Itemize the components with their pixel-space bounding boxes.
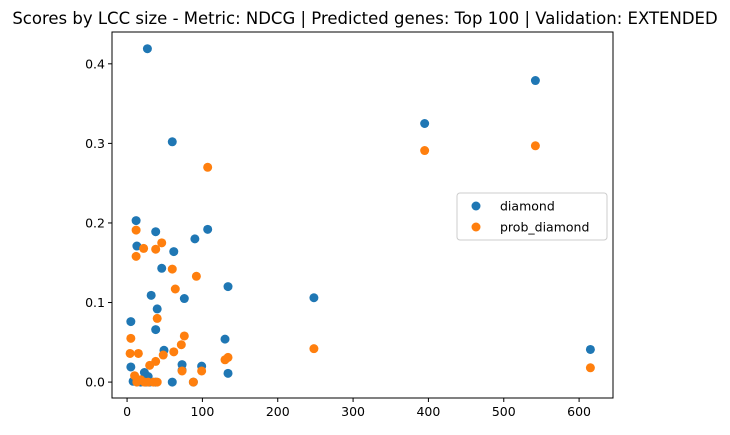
data-point: [152, 377, 162, 387]
data-point: [131, 251, 141, 261]
y-axis: 0.0 0.1 0.2 0.3 0.4: [85, 56, 112, 390]
data-point: [142, 44, 152, 54]
data-point: [203, 224, 213, 234]
plot-area-frame: [111, 31, 614, 399]
series-prob-diamond: [125, 141, 595, 387]
data-point: [530, 76, 540, 86]
legend: diamond prob_diamond: [456, 192, 608, 241]
legend-label: prob_diamond: [500, 220, 589, 235]
data-point: [151, 325, 161, 335]
legend-marker: [471, 201, 481, 211]
x-tick-label: 300: [341, 404, 365, 419]
x-tick-label: 600: [567, 404, 591, 419]
y-tick-label: 0.2: [85, 215, 105, 230]
data-point: [132, 377, 142, 387]
data-point: [145, 360, 155, 370]
data-point: [158, 350, 168, 360]
data-points: [125, 44, 595, 387]
data-point: [585, 363, 595, 373]
x-tick-label: 500: [492, 404, 516, 419]
data-point: [309, 344, 319, 354]
data-point: [203, 162, 213, 172]
data-point: [220, 355, 230, 365]
data-point: [169, 347, 179, 357]
data-point: [530, 141, 540, 151]
data-point: [420, 119, 430, 128]
chart-title: Scores by LCC size - Metric: NDCG | Pred…: [12, 9, 717, 28]
y-tick-label: 0.1: [85, 295, 105, 310]
y-tick-label: 0.3: [85, 136, 105, 151]
x-tick-label: 100: [190, 404, 214, 419]
data-point: [179, 294, 189, 304]
data-point: [152, 304, 162, 314]
y-tick-label: 0.0: [85, 375, 105, 390]
data-point: [157, 263, 167, 273]
data-point: [420, 146, 430, 156]
data-point: [223, 368, 233, 378]
data-point: [170, 284, 180, 294]
data-point: [191, 271, 201, 281]
legend-box: [456, 192, 608, 241]
data-point: [126, 317, 136, 327]
legend-label: diamond: [500, 199, 555, 214]
x-axis: 0 100 200 300 400 500 600: [123, 398, 591, 419]
data-point: [197, 366, 207, 376]
data-point: [132, 241, 142, 251]
data-point: [151, 227, 161, 237]
data-point: [309, 293, 319, 303]
data-point: [188, 377, 198, 387]
data-point: [151, 244, 161, 254]
data-point: [139, 243, 149, 253]
legend-marker: [471, 222, 481, 232]
data-point: [179, 331, 189, 341]
data-point: [131, 216, 141, 226]
data-point: [177, 366, 187, 376]
data-point: [190, 234, 200, 244]
data-point: [157, 238, 167, 248]
x-tick-label: 200: [266, 404, 290, 419]
data-point: [585, 344, 595, 354]
data-point: [133, 348, 143, 358]
data-point: [125, 348, 135, 358]
data-point: [167, 377, 177, 387]
data-point: [176, 340, 186, 350]
x-tick-label: 0: [123, 404, 131, 419]
data-point: [169, 247, 179, 257]
x-tick-label: 400: [416, 404, 440, 419]
data-point: [146, 290, 156, 300]
data-point: [131, 225, 141, 235]
data-point: [167, 264, 177, 274]
y-tick-label: 0.4: [85, 56, 105, 71]
data-point: [152, 313, 162, 323]
data-point: [126, 333, 136, 343]
data-point: [126, 362, 136, 372]
data-point: [223, 282, 233, 292]
data-point: [220, 334, 230, 344]
data-point: [167, 137, 177, 147]
